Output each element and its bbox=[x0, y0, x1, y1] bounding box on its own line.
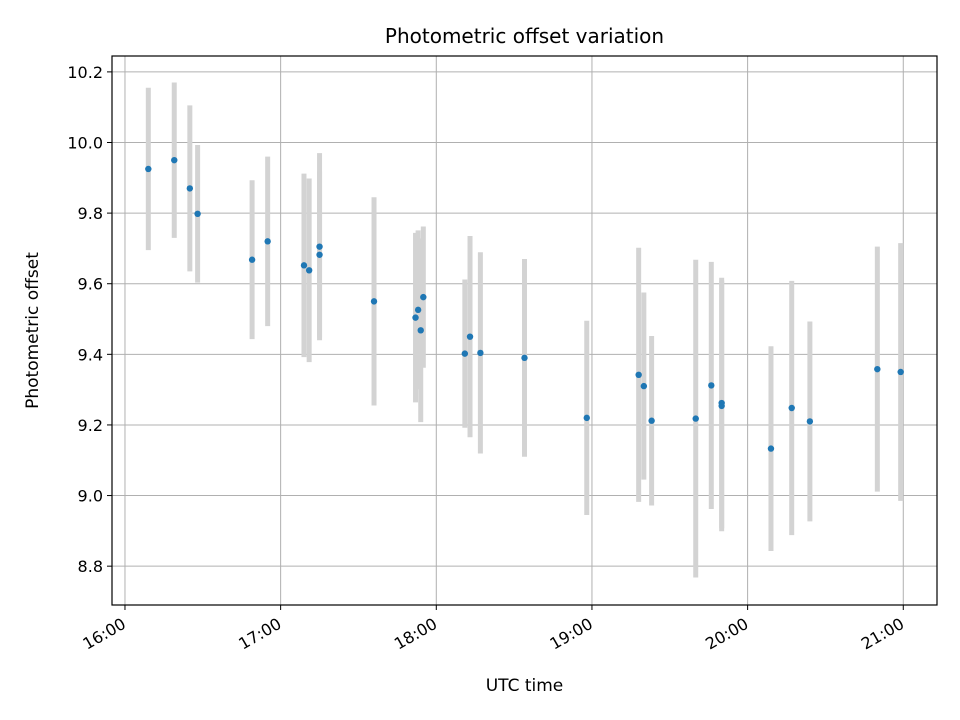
data-point bbox=[316, 243, 323, 250]
y-tick-label: 10.0 bbox=[67, 133, 103, 152]
data-point bbox=[718, 402, 725, 410]
data-point bbox=[635, 371, 642, 379]
x-tick-label: 21:00 bbox=[858, 614, 907, 654]
data-point bbox=[806, 418, 814, 425]
data-point bbox=[521, 354, 528, 362]
data-point bbox=[583, 414, 590, 422]
grid bbox=[112, 56, 937, 605]
data-point bbox=[461, 350, 469, 357]
data-point bbox=[648, 417, 655, 424]
data-points bbox=[145, 156, 904, 452]
y-tick-label: 9.8 bbox=[78, 204, 103, 223]
data-point bbox=[145, 165, 152, 173]
data-point bbox=[264, 238, 271, 245]
data-point bbox=[305, 267, 313, 274]
y-tick-label: 9.4 bbox=[78, 345, 103, 364]
data-point bbox=[417, 327, 424, 334]
y-tick-label: 9.2 bbox=[78, 416, 103, 435]
y-tick-label: 8.8 bbox=[78, 557, 103, 576]
data-point bbox=[640, 382, 648, 390]
x-tick-label: 19:00 bbox=[547, 614, 596, 654]
data-point bbox=[788, 404, 795, 412]
y-tick-label: 9.6 bbox=[78, 275, 103, 294]
x-tick-label: 16:00 bbox=[80, 614, 129, 654]
data-point bbox=[186, 185, 194, 192]
data-point bbox=[171, 156, 178, 164]
data-point bbox=[466, 333, 474, 340]
y-axis-label: Photometric offset bbox=[23, 252, 43, 409]
data-point bbox=[692, 415, 699, 422]
y-tick-label: 10.2 bbox=[67, 63, 103, 82]
data-point bbox=[420, 293, 427, 301]
x-tick-label: 17:00 bbox=[235, 614, 284, 654]
data-point bbox=[767, 445, 775, 452]
x-axis-label: UTC time bbox=[486, 676, 564, 696]
x-tick-label: 20:00 bbox=[702, 614, 751, 654]
data-point bbox=[300, 262, 308, 269]
data-point bbox=[248, 256, 256, 263]
data-point bbox=[414, 306, 422, 314]
plot-frame bbox=[111, 55, 938, 606]
data-point bbox=[194, 210, 201, 218]
y-axis: 8.8 9.0 9.2 9.4 9.6 9.8 10.0 10.2 bbox=[67, 63, 112, 576]
error-bars bbox=[145, 82, 904, 578]
x-tick-label: 18:00 bbox=[391, 614, 440, 654]
data-point bbox=[412, 314, 419, 321]
data-point bbox=[708, 382, 715, 389]
data-point bbox=[370, 298, 378, 305]
data-point bbox=[477, 349, 484, 357]
data-point bbox=[316, 251, 323, 258]
data-point bbox=[874, 365, 881, 373]
chart-title: Photometric offset variation bbox=[385, 24, 664, 48]
data-point bbox=[897, 368, 904, 376]
y-tick-label: 9.0 bbox=[78, 487, 103, 506]
x-axis: 16:00 17:00 18:00 19:00 20:00 21:00 bbox=[80, 605, 907, 654]
